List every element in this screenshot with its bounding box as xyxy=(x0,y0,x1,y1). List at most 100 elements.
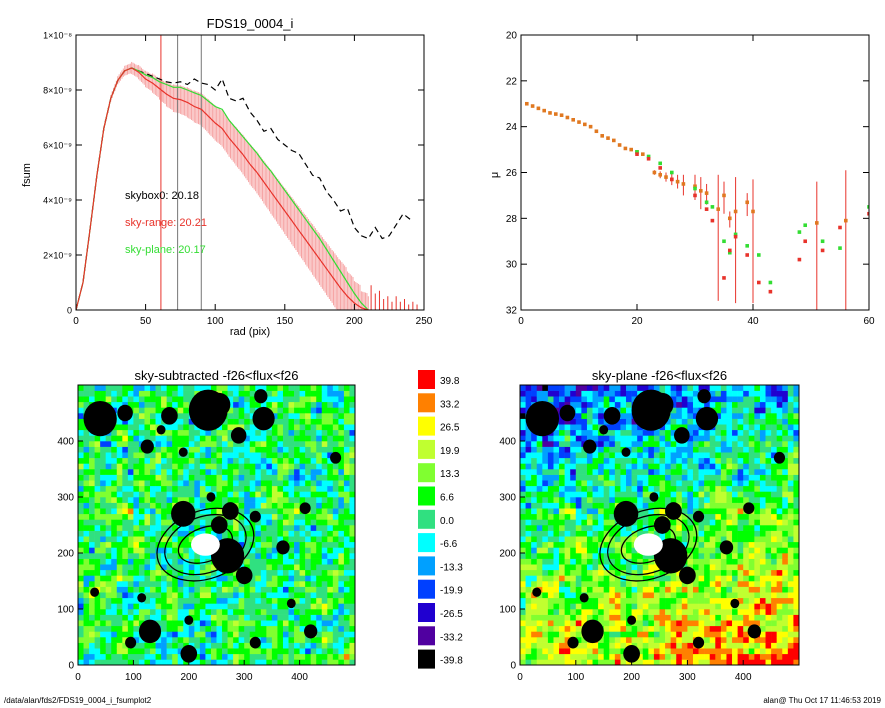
pixel xyxy=(144,463,151,470)
pixel xyxy=(161,401,167,408)
pixel xyxy=(305,446,311,453)
pixel xyxy=(111,575,118,582)
pixel xyxy=(559,614,565,621)
pixel xyxy=(614,547,621,554)
pixel xyxy=(732,385,738,391)
pixel xyxy=(698,553,705,559)
pixel xyxy=(260,553,267,559)
pixel xyxy=(138,564,145,571)
pixel xyxy=(547,508,554,515)
pixel xyxy=(288,452,295,459)
pixel xyxy=(78,581,84,587)
pixel xyxy=(520,558,526,565)
pixel xyxy=(155,497,162,503)
pixel xyxy=(692,519,699,526)
pixel xyxy=(609,530,616,537)
pixel xyxy=(238,525,245,531)
pixel xyxy=(698,575,705,582)
pixel xyxy=(525,609,532,615)
pixel xyxy=(222,581,228,587)
pixel xyxy=(531,474,538,481)
pixel xyxy=(177,497,184,503)
pixel xyxy=(305,485,311,492)
pixel xyxy=(244,586,251,593)
pixel xyxy=(698,485,705,492)
pixel xyxy=(732,429,738,436)
pixel xyxy=(570,452,577,459)
pixel xyxy=(94,390,101,397)
pixel xyxy=(642,452,649,459)
pixel xyxy=(648,614,655,621)
pixel xyxy=(305,407,311,414)
pixel xyxy=(698,653,705,660)
pixel xyxy=(282,592,289,599)
pixel xyxy=(194,653,201,660)
pixel xyxy=(659,469,666,475)
pixel xyxy=(249,648,256,655)
pixel xyxy=(155,536,162,543)
pixel xyxy=(564,648,571,655)
pixel xyxy=(233,625,239,632)
pixel xyxy=(310,603,317,610)
pixel xyxy=(603,653,610,660)
pixel xyxy=(592,424,599,431)
pixel xyxy=(188,418,195,425)
pixel xyxy=(598,491,604,498)
pixel xyxy=(155,491,162,498)
pixel xyxy=(294,446,300,453)
pixel xyxy=(570,457,577,464)
pixel xyxy=(536,508,543,515)
pixel xyxy=(631,424,638,431)
pixel xyxy=(520,429,526,436)
pixel xyxy=(249,620,256,627)
pixel xyxy=(637,659,644,665)
pixel xyxy=(127,401,134,408)
pixel xyxy=(653,474,660,481)
pixel xyxy=(531,485,538,492)
pixel xyxy=(327,497,334,503)
pixel xyxy=(737,508,744,515)
pixel xyxy=(94,614,101,621)
pixel xyxy=(520,508,526,515)
pixel xyxy=(631,485,638,492)
pixel xyxy=(670,480,677,487)
pixel xyxy=(194,620,201,627)
pixel xyxy=(133,653,140,660)
pixel xyxy=(732,642,738,649)
pixel xyxy=(188,625,195,632)
pixel xyxy=(271,407,278,414)
pixel xyxy=(205,441,212,447)
pixel xyxy=(127,530,134,537)
pixel xyxy=(737,547,744,554)
pixel xyxy=(138,525,145,531)
pixel xyxy=(349,653,355,660)
pixel xyxy=(105,525,112,531)
pixel xyxy=(609,620,616,627)
pixel xyxy=(559,429,565,436)
pixel xyxy=(520,592,526,599)
pixel xyxy=(100,569,106,576)
pixel xyxy=(620,413,627,419)
pixel xyxy=(614,625,621,632)
pixel xyxy=(83,457,90,464)
pixel xyxy=(138,586,145,593)
pixel xyxy=(271,446,278,453)
pixel xyxy=(116,485,123,492)
pixel xyxy=(216,569,223,576)
pixel xyxy=(183,491,190,498)
pixel xyxy=(199,553,206,559)
pixel xyxy=(648,480,655,487)
pixel xyxy=(520,469,526,475)
pixel xyxy=(166,429,173,436)
pixel xyxy=(536,569,543,576)
pixel xyxy=(525,620,532,627)
pixel xyxy=(222,497,228,503)
pixel xyxy=(83,497,90,503)
pixel xyxy=(122,508,129,515)
pixel xyxy=(338,575,345,582)
pixel xyxy=(105,485,112,492)
x-tick-label: 50 xyxy=(140,316,152,327)
pixel xyxy=(294,597,300,604)
pixel xyxy=(559,536,565,543)
star-mask xyxy=(140,439,154,454)
